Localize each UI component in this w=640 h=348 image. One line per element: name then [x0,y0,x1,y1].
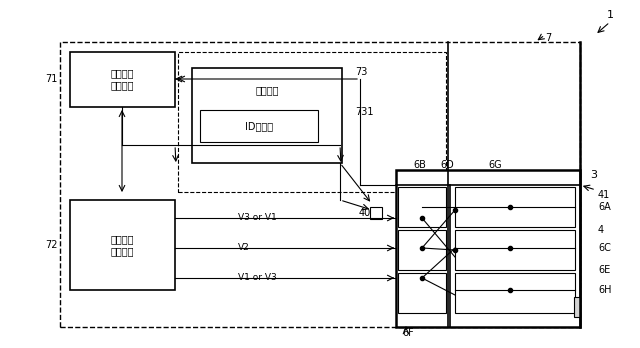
Text: 6D: 6D [440,160,454,170]
FancyBboxPatch shape [396,170,580,327]
Text: V2: V2 [238,244,250,253]
Text: 6B: 6B [413,160,426,170]
FancyBboxPatch shape [70,52,175,107]
Text: 制御回路: 制御回路 [255,85,279,95]
Text: 4: 4 [598,225,604,235]
FancyBboxPatch shape [192,68,342,163]
FancyBboxPatch shape [398,273,446,313]
Text: 検出信号
処理回路: 検出信号 処理回路 [110,68,134,90]
Text: 6A: 6A [598,202,611,212]
FancyBboxPatch shape [455,273,575,313]
Text: ID読取部: ID読取部 [245,121,273,131]
FancyBboxPatch shape [455,187,575,227]
Text: 73: 73 [355,67,367,77]
Text: 1: 1 [607,10,614,20]
Text: 6E: 6E [598,265,611,275]
FancyBboxPatch shape [200,110,318,142]
Text: V3 or V1: V3 or V1 [238,214,276,222]
Text: 40: 40 [359,208,371,218]
Text: 71: 71 [45,74,58,84]
Text: 6C: 6C [598,243,611,253]
Text: 7: 7 [545,33,551,43]
FancyBboxPatch shape [370,207,382,219]
Text: 41: 41 [598,190,611,200]
Text: 72: 72 [45,240,58,250]
Text: 駆動信号
生成回路: 駆動信号 生成回路 [110,234,134,256]
Text: V1 or V3: V1 or V3 [238,274,276,283]
Text: 6G: 6G [488,160,502,170]
FancyBboxPatch shape [398,187,446,227]
Text: 731: 731 [355,107,374,117]
Text: 6F: 6F [402,328,414,338]
FancyBboxPatch shape [70,200,175,290]
FancyBboxPatch shape [574,297,580,317]
Text: 6H: 6H [598,285,611,295]
Text: 3: 3 [590,170,597,180]
FancyBboxPatch shape [455,230,575,270]
FancyBboxPatch shape [398,230,446,270]
